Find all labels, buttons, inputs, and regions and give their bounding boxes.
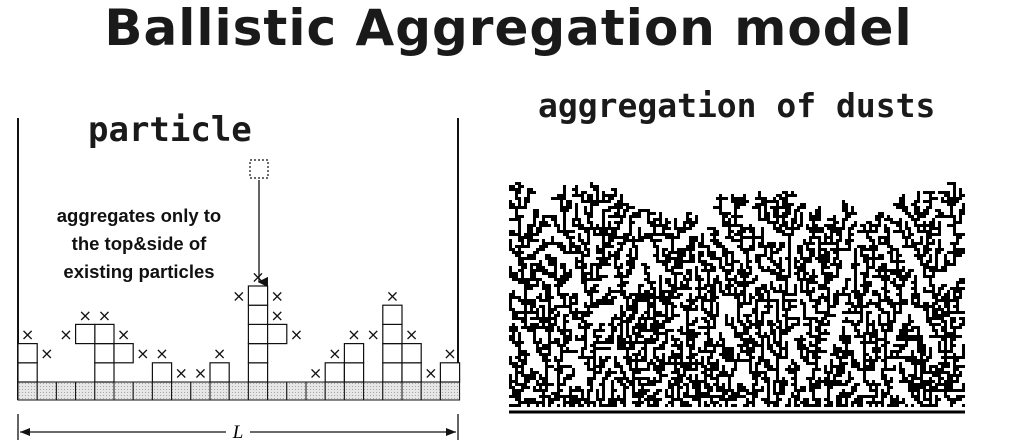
cross-mark: × — [21, 325, 34, 344]
substrate-cell — [401, 381, 422, 401]
cross-mark: × — [174, 363, 187, 382]
substrate-cell — [36, 381, 57, 401]
substrate-cell — [132, 381, 153, 401]
substrate-cell — [17, 381, 38, 401]
cross-mark: × — [270, 287, 283, 306]
substrate-cell — [305, 381, 326, 401]
particle-cell — [267, 323, 288, 345]
cross-mark: × — [98, 306, 111, 325]
substrate-cell — [55, 381, 77, 401]
particle-cell — [94, 323, 115, 345]
particle-cells — [17, 285, 461, 383]
cross-mark: × — [347, 325, 360, 344]
cross-mark: × — [136, 344, 149, 363]
substrate-cell — [343, 381, 365, 401]
particle-cell — [209, 362, 230, 383]
particle-cell — [382, 323, 403, 345]
particle-cell — [439, 362, 461, 383]
particle-cell — [382, 343, 403, 364]
substrate-cell — [420, 381, 441, 401]
substrate-cell — [228, 381, 249, 401]
cross-mark: × — [213, 344, 226, 363]
note-line-3: existing particles — [63, 261, 215, 282]
cross-mark: × — [194, 363, 207, 382]
substrate-cell — [171, 381, 192, 401]
sticking-sites: ×××× ××× ×× ×××××××××× ××××× — [21, 267, 457, 382]
particle-cell — [382, 304, 403, 325]
particle-cell — [94, 343, 115, 364]
substrate-cell — [247, 381, 269, 401]
falling-particle — [249, 159, 269, 179]
cross-mark: × — [405, 325, 418, 344]
length-label: L — [232, 422, 244, 443]
particle-cell — [401, 343, 422, 364]
scale-arrow-left — [20, 428, 30, 436]
particle-heading: particle — [88, 110, 252, 150]
cross-mark: × — [232, 287, 245, 306]
substrate-cell — [75, 381, 96, 401]
cross-mark: × — [155, 344, 168, 363]
particle-cell — [324, 362, 346, 383]
particle-cell — [151, 362, 173, 383]
cross-mark: × — [443, 344, 456, 363]
cross-mark: × — [424, 363, 437, 382]
substrate-cell — [439, 381, 461, 401]
dust-heading: aggregation of dusts — [538, 86, 936, 125]
scale-arrow-right — [446, 428, 456, 436]
particle-cell — [343, 343, 365, 364]
cross-mark: × — [117, 325, 130, 344]
particle-cell — [17, 343, 38, 364]
cross-mark: × — [270, 306, 283, 325]
particle-cell — [74, 323, 96, 345]
particle-cell — [247, 304, 269, 325]
cross-mark: × — [386, 287, 399, 306]
dust-particles — [509, 182, 965, 407]
particle-cell — [94, 362, 115, 383]
note-line-1: aggregates only to — [56, 205, 222, 226]
particle-cell — [113, 343, 134, 364]
particle-cell — [382, 362, 403, 383]
page-title: Ballistic Aggregation model — [104, 0, 913, 57]
substrate-cell — [190, 381, 211, 401]
dust-aggregate-image — [509, 182, 965, 414]
ballistic-aggregation-diagram: ×××× ××× ×× ×××××××××× ××××× L — [17, 118, 461, 443]
cross-mark: × — [366, 325, 379, 344]
particle-cell — [247, 285, 269, 306]
substrate-cell — [113, 381, 134, 401]
cross-mark: × — [328, 344, 341, 363]
cross-mark: × — [309, 363, 322, 382]
cross-mark: × — [251, 267, 264, 286]
substrate-cell — [151, 381, 173, 401]
particle-cell — [343, 362, 365, 383]
particle-cell — [247, 343, 269, 364]
particle-cell — [401, 362, 422, 383]
substrate-cell — [209, 381, 230, 401]
substrate-cell — [363, 381, 384, 401]
substrate-cell — [267, 381, 288, 401]
particle-cell — [17, 362, 38, 383]
substrate-cell — [286, 381, 307, 401]
substrate-row — [17, 381, 461, 401]
substrate-cell — [324, 381, 345, 401]
particle-cell — [247, 323, 269, 345]
cross-mark: × — [290, 325, 303, 344]
cross-mark: × — [59, 325, 72, 344]
aggregation-note: aggregates only to the top&side of exist… — [28, 202, 250, 286]
substrate-cell — [94, 381, 115, 401]
substrate-cell — [382, 381, 403, 401]
cross-mark: × — [78, 306, 91, 325]
particle-cell — [247, 362, 269, 383]
cross-mark: × — [40, 344, 53, 363]
note-line-2: the top&side of — [71, 233, 207, 254]
